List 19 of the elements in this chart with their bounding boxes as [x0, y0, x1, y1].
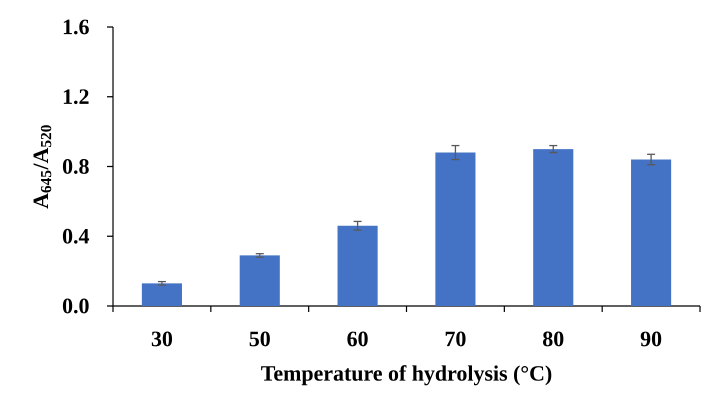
bar — [240, 255, 280, 306]
bar — [142, 283, 182, 306]
y-tick-label: 0.4 — [62, 228, 90, 244]
x-axis-title: Temperature of hydrolysis (°C) — [261, 365, 552, 386]
y-tick-label: 0.0 — [62, 298, 89, 314]
y-tick-label: 0.8 — [62, 159, 89, 174]
x-tick-label: 60 — [347, 332, 368, 346]
bar — [631, 160, 672, 306]
x-tick-label: 90 — [640, 332, 662, 346]
x-tick-label: 30 — [152, 332, 172, 346]
bar — [435, 152, 476, 306]
bar — [533, 149, 574, 306]
bar — [338, 226, 378, 306]
x-tick-label: 70 — [446, 332, 466, 346]
y-axis-title: A$_{645}$/A$_{520}$ — [34, 125, 52, 209]
y-tick-label: 1.6 — [64, 20, 89, 34]
y-tick-label: 1.2 — [64, 89, 89, 104]
x-tick-label: 50 — [250, 332, 270, 346]
x-tick-label: 80 — [543, 332, 564, 346]
